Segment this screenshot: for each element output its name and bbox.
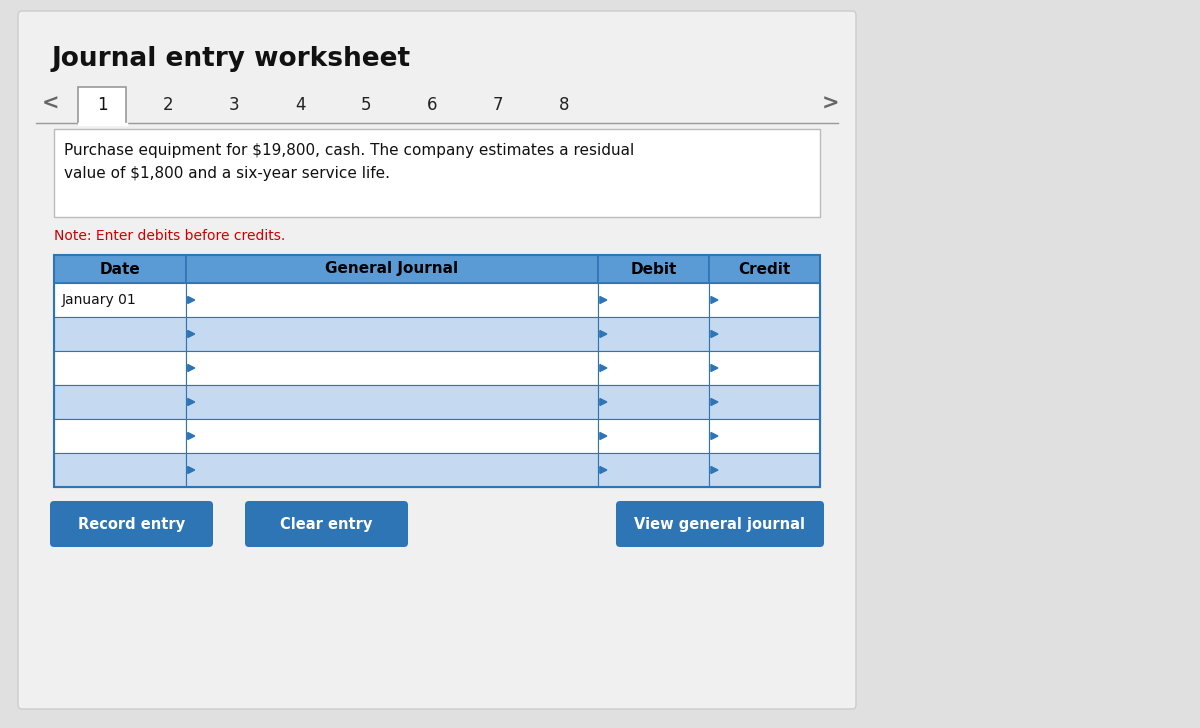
Polygon shape (187, 365, 194, 371)
FancyBboxPatch shape (186, 255, 598, 283)
FancyBboxPatch shape (709, 453, 820, 487)
FancyBboxPatch shape (54, 283, 186, 317)
Text: 8: 8 (559, 96, 569, 114)
Polygon shape (710, 331, 718, 338)
Polygon shape (187, 467, 194, 473)
FancyBboxPatch shape (186, 283, 598, 317)
Text: January 01: January 01 (62, 293, 137, 307)
Polygon shape (600, 398, 607, 405)
FancyBboxPatch shape (709, 385, 820, 419)
Text: View general journal: View general journal (635, 516, 805, 531)
Text: Credit: Credit (738, 261, 791, 277)
Polygon shape (187, 331, 194, 338)
FancyBboxPatch shape (598, 351, 709, 385)
FancyBboxPatch shape (709, 317, 820, 351)
FancyBboxPatch shape (54, 351, 186, 385)
FancyBboxPatch shape (709, 351, 820, 385)
FancyBboxPatch shape (245, 501, 408, 547)
FancyBboxPatch shape (598, 317, 709, 351)
Text: 6: 6 (427, 96, 437, 114)
FancyBboxPatch shape (186, 317, 598, 351)
Polygon shape (710, 365, 718, 371)
Polygon shape (600, 365, 607, 371)
Polygon shape (600, 331, 607, 338)
FancyBboxPatch shape (54, 453, 186, 487)
Polygon shape (600, 296, 607, 304)
Text: <: < (41, 94, 59, 114)
Text: 5: 5 (361, 96, 371, 114)
Text: Note: Enter debits before credits.: Note: Enter debits before credits. (54, 229, 286, 243)
Text: 2: 2 (163, 96, 173, 114)
Text: Record entry: Record entry (78, 516, 185, 531)
Polygon shape (187, 432, 194, 440)
Text: >: > (821, 94, 839, 114)
Text: Purchase equipment for $19,800, cash. The company estimates a residual
value of : Purchase equipment for $19,800, cash. Th… (64, 143, 635, 181)
FancyBboxPatch shape (709, 283, 820, 317)
FancyBboxPatch shape (54, 385, 186, 419)
FancyBboxPatch shape (18, 11, 856, 709)
FancyBboxPatch shape (50, 501, 214, 547)
Text: General Journal: General Journal (325, 261, 458, 277)
FancyBboxPatch shape (54, 419, 186, 453)
Polygon shape (187, 398, 194, 405)
Text: 4: 4 (295, 96, 305, 114)
Text: 1: 1 (97, 96, 107, 114)
Polygon shape (600, 467, 607, 473)
FancyBboxPatch shape (186, 419, 598, 453)
FancyBboxPatch shape (598, 453, 709, 487)
Polygon shape (710, 432, 718, 440)
FancyBboxPatch shape (54, 317, 186, 351)
FancyBboxPatch shape (186, 453, 598, 487)
FancyBboxPatch shape (186, 351, 598, 385)
Polygon shape (710, 467, 718, 473)
Polygon shape (187, 296, 194, 304)
FancyBboxPatch shape (709, 419, 820, 453)
FancyBboxPatch shape (54, 129, 820, 217)
FancyBboxPatch shape (78, 87, 126, 124)
Text: Journal entry worksheet: Journal entry worksheet (52, 46, 412, 72)
Text: 7: 7 (493, 96, 503, 114)
Text: Date: Date (100, 261, 140, 277)
FancyBboxPatch shape (186, 385, 598, 419)
Text: Clear entry: Clear entry (281, 516, 373, 531)
FancyBboxPatch shape (598, 419, 709, 453)
Polygon shape (600, 432, 607, 440)
Text: Debit: Debit (630, 261, 677, 277)
FancyBboxPatch shape (598, 385, 709, 419)
FancyBboxPatch shape (709, 255, 820, 283)
Polygon shape (710, 296, 718, 304)
FancyBboxPatch shape (616, 501, 824, 547)
FancyBboxPatch shape (598, 283, 709, 317)
Text: 3: 3 (229, 96, 239, 114)
FancyBboxPatch shape (54, 255, 186, 283)
Polygon shape (710, 398, 718, 405)
FancyBboxPatch shape (598, 255, 709, 283)
